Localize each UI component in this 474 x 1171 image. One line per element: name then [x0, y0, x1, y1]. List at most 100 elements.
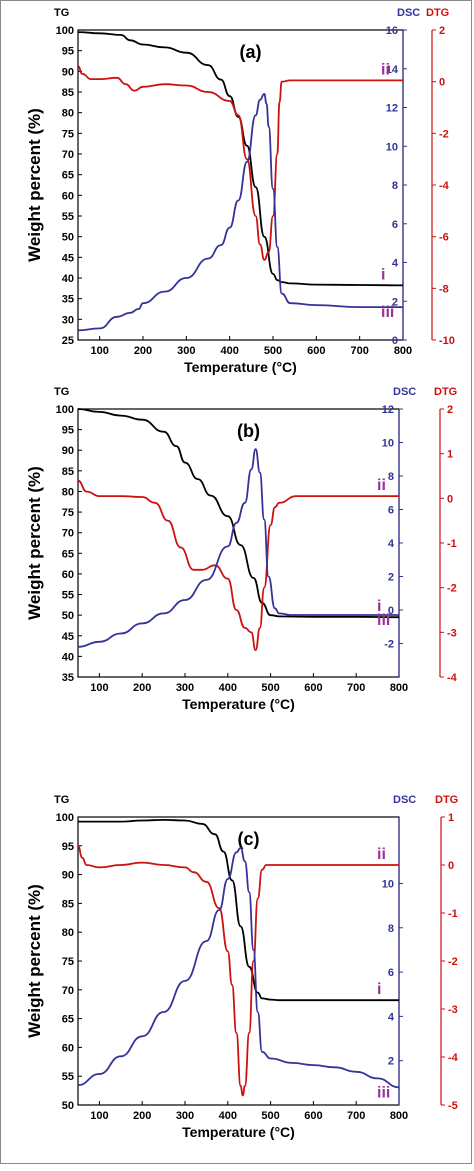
x-tick-label: 800: [390, 1110, 408, 1122]
dsc-tick-label: -2: [384, 639, 394, 651]
panel-label: (a): [240, 42, 262, 62]
dsc-axis-title: DSC: [393, 794, 416, 806]
dtg-axis-title: DTG: [435, 794, 458, 806]
y-axis-label: Weight percent (%): [25, 884, 44, 1038]
left-tick-label: 50: [62, 1100, 74, 1112]
left-tick-label: 55: [62, 1071, 74, 1083]
x-tick-label: 500: [264, 345, 282, 357]
dtg-tick-label: -1: [448, 908, 458, 920]
dtg-tick-label: 2: [447, 404, 453, 416]
dsc-tick-label: 4: [392, 258, 399, 270]
x-tick-label: 200: [133, 682, 151, 694]
left-tick-label: 50: [62, 610, 74, 622]
dtg-tick-label: 1: [448, 812, 454, 824]
dsc-tick-label: 0: [392, 335, 398, 347]
dtg-tick-label: -8: [439, 283, 449, 295]
dtg-tick-label: 0: [439, 77, 445, 89]
series-line-ii: [77, 479, 399, 652]
dtg-tick-label: 0: [448, 860, 454, 872]
left-tick-label: 40: [62, 273, 74, 285]
dsc-axis-title: DSC: [397, 7, 420, 19]
x-tick-label: 300: [176, 1110, 194, 1122]
dtg-tick-label: -4: [448, 1052, 459, 1064]
left-tick-label: 60: [62, 190, 74, 202]
dtg-tick-label: -6: [439, 232, 449, 244]
dsc-axis-title: DSC: [393, 386, 416, 398]
x-axis-label: Temperature (°C): [182, 1124, 295, 1140]
x-tick-label: 100: [90, 1110, 108, 1122]
dtg-axis-title: DTG: [434, 386, 457, 398]
x-tick-label: 300: [177, 345, 195, 357]
dsc-tick-label: 0: [388, 605, 394, 617]
left-tick-label: 75: [62, 507, 74, 519]
left-tick-label: 70: [62, 985, 74, 997]
dsc-tick-label: 2: [388, 1056, 394, 1068]
left-tick-label: 100: [56, 25, 74, 37]
dsc-tick-label: 4: [388, 1011, 395, 1023]
series-line-iii: [77, 847, 400, 1089]
dtg-axis-title: DTG: [426, 7, 449, 19]
dsc-tick-label: 14: [386, 64, 399, 76]
x-tick-label: 300: [176, 682, 194, 694]
left-tick-label: 40: [62, 651, 74, 663]
dtg-tick-label: -3: [447, 627, 457, 639]
dsc-tick-label: 6: [392, 219, 398, 231]
left-tick-label: 65: [62, 170, 74, 182]
left-tick-label: 80: [62, 486, 74, 498]
dsc-tick-label: 10: [386, 141, 398, 153]
left-tick-label: 75: [62, 956, 74, 968]
x-tick-label: 400: [220, 345, 238, 357]
y-axis-label: Weight percent (%): [25, 108, 44, 262]
dsc-tick-label: 12: [382, 404, 394, 416]
left-tick-label: 90: [62, 445, 74, 457]
series-label-iii: iii: [381, 304, 394, 321]
left-tick-label: 55: [62, 211, 74, 223]
dsc-tick-label: 6: [388, 967, 394, 979]
series-line-i: [77, 31, 404, 287]
x-tick-label: 600: [304, 1110, 322, 1122]
series-line-ii: [77, 65, 403, 261]
y-axis-label: Weight percent (%): [25, 466, 44, 620]
left-tick-label: 85: [62, 87, 74, 99]
left-tick-label: 35: [62, 294, 74, 306]
tg-axis-title: TG: [54, 794, 69, 806]
left-tick-label: 70: [62, 149, 74, 161]
x-tick-label: 400: [219, 682, 237, 694]
dsc-tick-label: 4: [388, 538, 395, 550]
series-label-i: i: [381, 266, 385, 283]
left-tick-label: 95: [62, 425, 74, 437]
left-tick-label: 30: [62, 314, 74, 326]
left-tick-label: 55: [62, 590, 74, 602]
series-label-i: i: [377, 598, 381, 615]
dtg-tick-label: -4: [447, 672, 458, 684]
left-tick-label: 85: [62, 466, 74, 478]
series-line-ii: [77, 844, 399, 1097]
dtg-tick-label: 1: [447, 449, 453, 461]
left-tick-label: 70: [62, 528, 74, 540]
series-label-ii: ii: [381, 61, 390, 78]
series-line-iii: [77, 448, 399, 648]
left-tick-label: 85: [62, 898, 74, 910]
x-tick-label: 200: [134, 345, 152, 357]
dsc-tick-label: 10: [382, 878, 394, 890]
left-tick-label: 65: [62, 548, 74, 560]
x-tick-label: 400: [219, 1110, 237, 1122]
dsc-tick-label: 16: [386, 25, 398, 37]
dsc-tick-label: 12: [386, 103, 398, 115]
dtg-tick-label: -1: [447, 538, 457, 550]
panel-label: (b): [237, 421, 260, 441]
left-tick-label: 90: [62, 66, 74, 78]
left-tick-label: 100: [56, 404, 74, 416]
dtg-tick-label: -10: [439, 335, 455, 347]
x-axis-label: Temperature (°C): [184, 359, 297, 375]
left-tick-label: 35: [62, 672, 74, 684]
x-tick-label: 700: [347, 682, 365, 694]
dtg-tick-label: 0: [447, 493, 453, 505]
dtg-tick-label: -2: [439, 128, 449, 140]
series-line-i: [78, 819, 399, 1002]
left-tick-label: 25: [62, 335, 74, 347]
series-label-i: i: [377, 981, 381, 998]
left-tick-label: 75: [62, 128, 74, 140]
